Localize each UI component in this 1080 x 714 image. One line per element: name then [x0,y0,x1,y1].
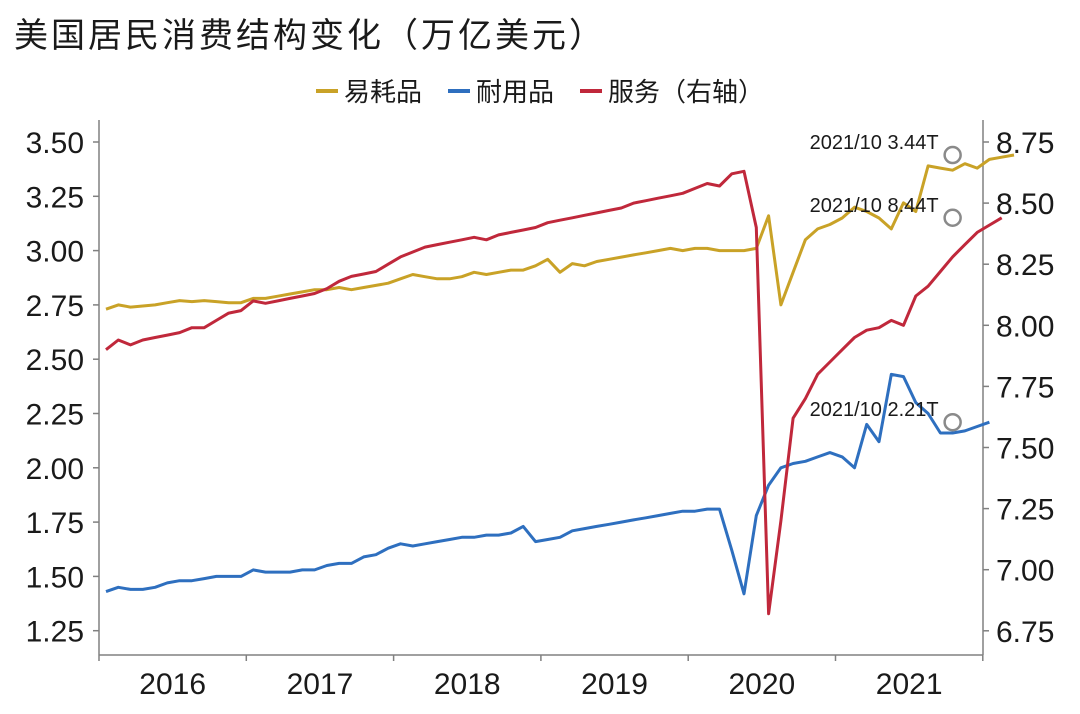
annotation-services: 2021/10 8.44T [810,195,939,217]
y-left-tick-label: 1.75 [26,507,84,540]
y-left-tick-label: 3.00 [26,236,84,269]
legend-swatch-consumables [315,88,338,93]
legend-item-consumables: 易耗品 [315,72,422,109]
y-right-tick-label: 7.75 [996,371,1054,404]
chart-title: 美国居民消费结构变化（万亿美元） [14,16,606,56]
annotation-durables: 2021/10 2.21T [810,399,939,421]
legend-swatch-services [580,88,602,93]
x-tick-label: 2017 [287,668,354,701]
x-tick-label: 2016 [139,668,206,701]
x-tick-label: 2018 [434,668,501,701]
y-right-tick-label: 7.50 [996,433,1054,466]
legend-swatch-durables [447,88,470,93]
y-right-tick-label: 6.75 [996,616,1054,649]
annotation-marker-consumables [943,145,962,165]
y-left-tick-label: 1.25 [26,616,84,649]
x-tick-label: 2020 [728,668,795,701]
y-right-tick-label: 7.25 [996,494,1054,527]
y-left-tick-label: 2.00 [26,453,84,486]
y-left-tick-label: 1.50 [26,561,84,594]
series-line-durables [105,372,990,596]
annotation-consumables: 2021/10 3.44T [810,132,939,154]
y-right-tick-label: 8.00 [996,310,1054,343]
y-right-tick-label: 8.50 [996,188,1054,221]
y-left-tick-label: 3.25 [26,181,84,214]
legend-item-durables: 耐用品 [447,72,554,109]
annotation-marker-services [943,208,962,228]
x-tick-label: 2021 [876,668,943,701]
legend-label-services: 服务（右轴） [608,78,765,108]
legend-label-consumables: 易耗品 [343,78,422,108]
series-line-consumables [105,153,1015,311]
y-left-tick-label: 2.25 [26,399,84,432]
y-right-tick-label: 7.00 [996,555,1054,588]
annotation-marker-durables [943,412,962,432]
y-right-tick-label: 8.75 [996,127,1054,160]
legend-label-durables: 耐用品 [475,78,554,108]
y-right-tick-label: 8.25 [996,249,1054,282]
legend-item-services: 服务（右轴） [580,72,764,109]
x-tick-label: 2019 [581,668,648,701]
series-line-services [105,169,1003,616]
chart-legend: 易耗品 耐用品 服务（右轴） [0,72,1080,109]
y-left-tick-label: 2.75 [26,290,84,323]
y-left-tick-label: 2.50 [26,344,84,377]
y-left-tick-label: 3.50 [26,127,84,160]
